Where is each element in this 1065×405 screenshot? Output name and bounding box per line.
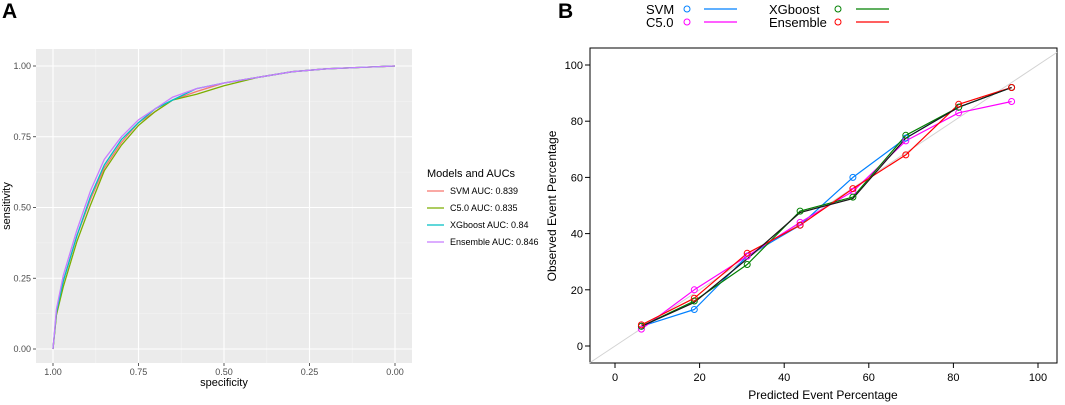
roc-x-tick-label: 1.00	[44, 367, 62, 377]
calibration-x-tick-label: 100	[1029, 372, 1047, 384]
roc-grid	[36, 49, 412, 363]
calibration-legend-label-svm: SVM	[646, 2, 674, 17]
roc-legend-item: SVM AUC: 0.839	[427, 186, 518, 196]
calibration-point-ensemble	[902, 151, 910, 159]
roc-legend-label-c50: C5.0 AUC: 0.835	[450, 203, 518, 213]
calibration-legend-marker-svm	[683, 5, 691, 13]
calibration-point-svm	[690, 306, 698, 313]
calibration-point-c50	[690, 286, 698, 294]
calibration-point-c50	[743, 252, 751, 260]
calibration-y-tick-label: 20	[571, 285, 583, 297]
roc-y-tick-label: 0.25	[13, 273, 31, 283]
roc-y-tick-label: 0.50	[13, 203, 31, 213]
roc-x-tick-label: 0.00	[386, 367, 404, 377]
calibration-legend-label-xgboost: XGboost	[769, 2, 820, 17]
roc-x-tick-label: 0.75	[130, 367, 148, 377]
calibration-legend: SVM C5.0 XGboost Ensemble	[646, 2, 889, 30]
roc-legend-label-xgboost: XGboost AUC: 0.84	[450, 220, 529, 230]
calibration-legend-label-ensemble: Ensemble	[769, 15, 827, 30]
calibration-y-tick-label: 100	[565, 60, 583, 72]
calibration-y-tick-label: 40	[571, 229, 583, 241]
roc-y-tick-label: 0.75	[13, 132, 31, 142]
roc-y-axis-label: sensitivity	[1, 182, 13, 230]
calibration-x-tick-label: 0	[612, 372, 618, 384]
calibration-point-svm	[849, 173, 857, 181]
calibration-point-ensemble	[690, 294, 698, 302]
calibration-point-svm	[902, 134, 910, 142]
calibration-y-axis-label: Observed Event Percentage	[545, 130, 559, 281]
roc-y-tick-label: 1.00	[13, 61, 31, 71]
calibration-legend-marker-xgboost	[834, 5, 842, 13]
calibration-lines	[637, 84, 1016, 333]
calibration-point-xgboost	[955, 103, 963, 111]
roc-y-tick-label: 0.00	[13, 344, 31, 354]
calibration-legend-label-c50: C5.0	[646, 15, 673, 30]
roc-legend-title: Models and AUCs	[427, 168, 516, 180]
roc-x-tick-label: 0.50	[215, 367, 233, 377]
roc-legend-label-svm: SVM AUC: 0.839	[450, 186, 518, 196]
calibration-point-c50	[1008, 98, 1016, 105]
calibration-point-ensemble	[743, 249, 751, 257]
calibration-point-ensemble	[955, 100, 963, 108]
calibration-point-c50	[637, 325, 645, 333]
roc-lines	[52, 65, 396, 350]
roc-x-ticks: 1.00 0.75 0.50 0.25 0.00	[44, 363, 404, 377]
roc-legend: Models and AUCs SVM AUC: 0.839 C5.0 AUC:…	[427, 168, 539, 247]
calibration-x-tick-label: 60	[863, 372, 875, 384]
calibration-y-tick-label: 80	[571, 116, 583, 128]
roc-legend-item: C5.0 AUC: 0.835	[427, 203, 518, 213]
calibration-point-ensemble	[796, 221, 804, 229]
calibration-x-ticks: 0 20 40 60 80 100	[612, 363, 1047, 384]
calibration-point-ensemble	[849, 185, 857, 193]
roc-curve-ensemble	[52, 65, 396, 350]
calibration-line-overlay	[641, 86, 1012, 327]
roc-legend-label-ensemble: Ensemble AUC: 0.846	[450, 237, 539, 247]
panel-b-label: B	[558, 0, 573, 23]
calibration-point-c50	[796, 218, 804, 226]
calibration-point-xgboost	[849, 193, 857, 201]
roc-x-tick-label: 0.25	[301, 367, 319, 377]
calibration-point-xgboost	[743, 261, 751, 268]
roc-y-ticks: 0.00 0.25 0.50 0.75 1.00	[13, 61, 36, 354]
calibration-point-xgboost	[796, 207, 804, 215]
calibration-y-tick-label: 0	[577, 341, 583, 353]
calibration-x-tick-label: 20	[693, 372, 705, 384]
calibration-y-ticks: 0 20 40 60 80 100	[565, 60, 590, 353]
calibration-point-ensemble	[1008, 84, 1016, 91]
calibration-x-axis-label: Predicted Event Percentage	[748, 388, 898, 402]
calibration-x-tick-label: 80	[947, 372, 959, 384]
roc-x-axis-label: specificity	[200, 377, 248, 389]
calibration-point-ensemble	[637, 321, 645, 329]
calibration-chart: 0 20 40 60 80 100 0 20 40 60 80 100 Predicted Even…	[545, 47, 1058, 402]
calibration-legend-marker-c50	[683, 18, 691, 26]
calibration-legend-marker-ensemble	[834, 18, 842, 26]
calibration-y-tick-label: 60	[571, 172, 583, 184]
roc-legend-item: Ensemble AUC: 0.846	[427, 237, 539, 247]
roc-legend-item: XGboost AUC: 0.84	[427, 220, 529, 230]
panel-a-label: A	[2, 0, 17, 23]
roc-chart: 1.00 0.75 0.50 0.25 0.00 0.000.250.500.751.0…	[1, 49, 412, 389]
calibration-x-tick-label: 40	[778, 372, 790, 384]
calibration-point-xgboost	[902, 131, 910, 139]
calibration-point-xgboost	[690, 297, 698, 305]
